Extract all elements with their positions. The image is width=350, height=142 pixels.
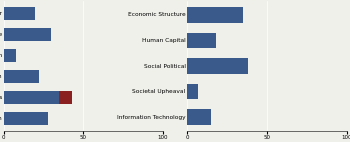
Bar	[4, 70, 38, 83]
Bar	[4, 112, 48, 125]
Bar	[187, 58, 247, 74]
Bar	[4, 91, 60, 104]
Bar	[187, 7, 243, 23]
Bar	[60, 91, 72, 104]
Bar	[187, 84, 198, 99]
Bar	[187, 109, 211, 125]
Bar	[187, 33, 216, 48]
Bar	[4, 7, 35, 20]
Bar	[4, 28, 51, 41]
Bar	[4, 49, 16, 62]
